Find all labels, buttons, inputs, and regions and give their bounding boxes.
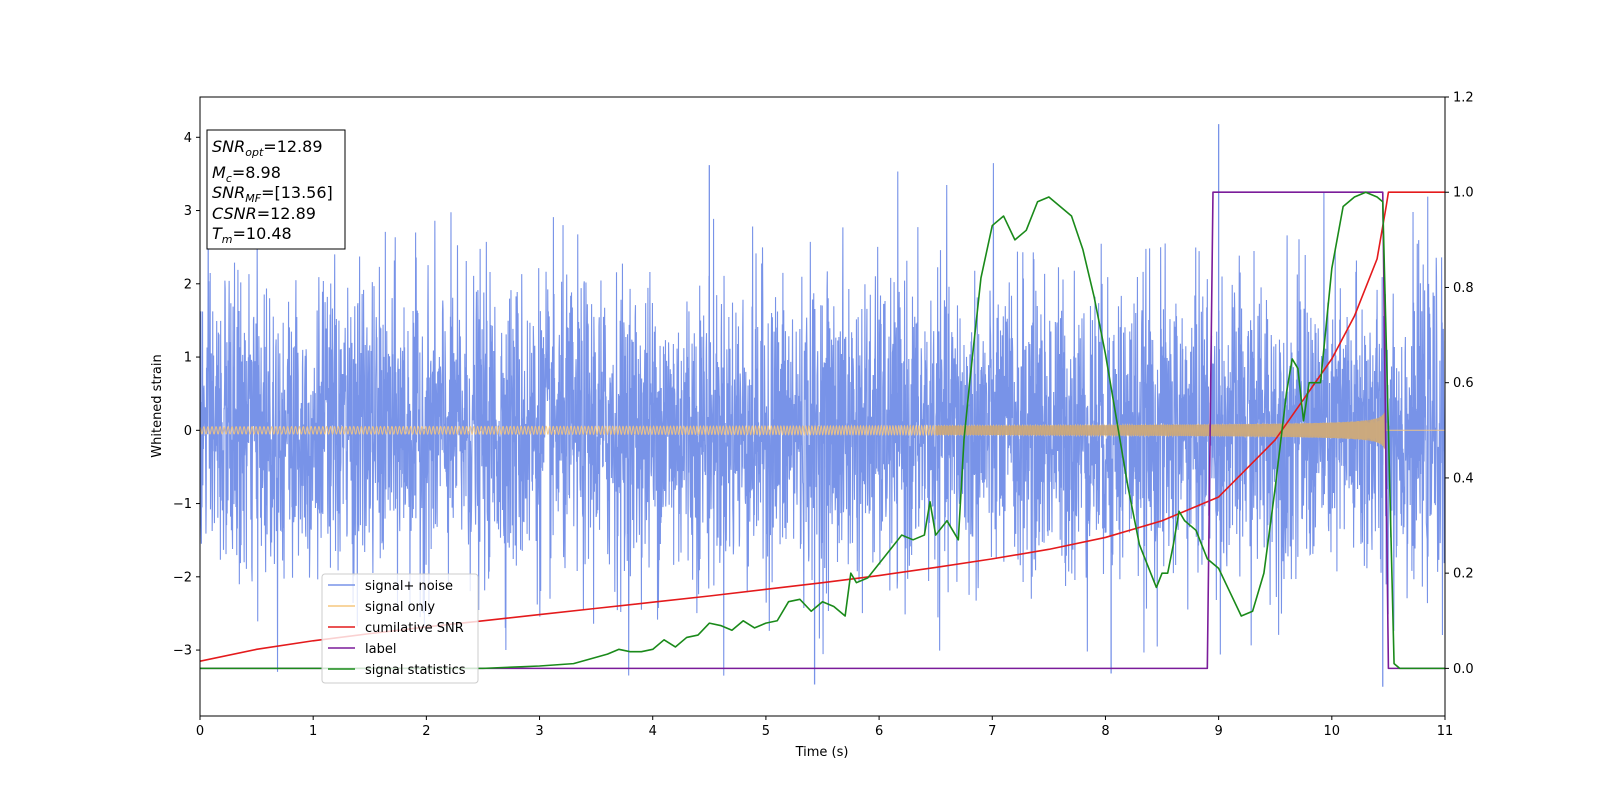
y-right-tick-label: 0.2 — [1453, 567, 1474, 582]
y-right-tick-label: 0.0 — [1453, 662, 1474, 677]
y-left-tick-label: −3 — [173, 644, 192, 659]
legend: signal+ noise signal only cumilative SNR la… — [322, 574, 478, 683]
x-tick-label: 0 — [196, 724, 204, 739]
y-right-tick-label: 1.0 — [1453, 186, 1474, 201]
y-left-tick-label: 1 — [184, 351, 192, 366]
x-tick-label: 11 — [1437, 724, 1454, 739]
y-left-tick-label: 4 — [184, 131, 192, 146]
annotation-line-1: SNRopt=12.89 — [212, 137, 323, 159]
x-tick-label: 4 — [649, 724, 657, 739]
x-tick-label: 10 — [1324, 724, 1341, 739]
x-tick-label: 6 — [875, 724, 883, 739]
legend-label-label: label — [365, 642, 396, 657]
x-tick-label: 8 — [1101, 724, 1109, 739]
x-tick-label: 9 — [1214, 724, 1222, 739]
legend-label-signal-noise: signal+ noise — [365, 579, 453, 594]
annotation-line-3: SNRMF=[13.56] — [212, 183, 333, 205]
legend-label-cumilative-snr: cumilative SNR — [365, 621, 464, 636]
y-right-tick-label: 0.4 — [1453, 471, 1474, 486]
y-left-tick-label: 0 — [184, 424, 192, 439]
y-right-tick-label: 1.2 — [1453, 91, 1474, 106]
y-axis-title: Whitened strain — [150, 354, 165, 457]
y-left-tick-label: 3 — [184, 204, 192, 219]
x-tick-label: 3 — [535, 724, 543, 739]
x-tick-label: 7 — [988, 724, 996, 739]
annotation-box: SNRopt=12.89 Mc=8.98SNRMF=[13.56]CSNR=12.… — [207, 130, 345, 249]
y-left-tick-label: −2 — [173, 570, 192, 585]
x-tick-label: 5 — [762, 724, 770, 739]
y-left-tick-label: −1 — [173, 497, 192, 512]
x-axis-title: Time (s) — [795, 745, 849, 760]
y-left-tick-label: 2 — [184, 277, 192, 292]
annotation-line-2: Mc=8.98 — [212, 163, 281, 185]
y-right-tick-label: 0.6 — [1453, 376, 1474, 391]
legend-label-signal-statistics: signal statistics — [365, 663, 466, 678]
x-tick-label: 2 — [422, 724, 430, 739]
y-right-tick-label: 0.8 — [1453, 281, 1474, 296]
x-tick-label: 1 — [309, 724, 317, 739]
legend-label-signal-only: signal only — [365, 600, 435, 615]
annotation-line-4: CSNR=12.89 — [212, 204, 316, 223]
